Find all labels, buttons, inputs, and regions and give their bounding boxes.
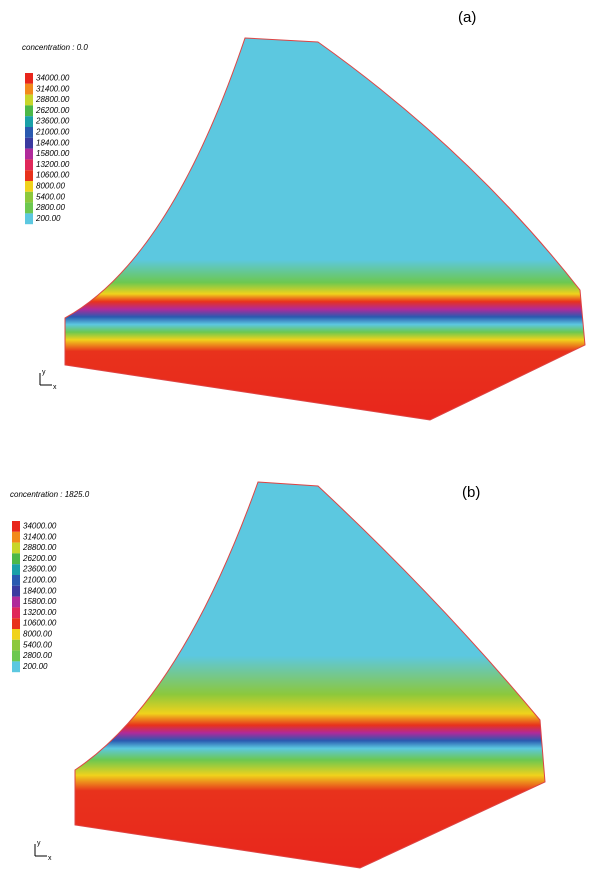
figure: y x y x (a)concentration : 0.034000.0031… (0, 0, 598, 888)
legend-label: 31400.00 (36, 84, 70, 93)
legend-label: 26200.00 (35, 106, 70, 115)
legend-label: 13200.00 (36, 160, 70, 169)
legend-swatch (12, 575, 20, 586)
legend-swatch (12, 607, 20, 618)
legend-swatch (25, 138, 33, 149)
legend-swatch (12, 629, 20, 640)
panel-label: (a) (458, 9, 476, 26)
legend-label: 200.00 (35, 214, 61, 223)
legend-label: 28800.00 (35, 95, 70, 104)
axis-label: y (37, 840, 41, 847)
legend-label: 31400.00 (23, 532, 57, 541)
legend-label: 13200.00 (23, 608, 57, 617)
legend-label: 21000.00 (35, 128, 70, 137)
legend-swatch (25, 95, 33, 106)
legend-swatch (25, 181, 33, 192)
legend-swatch (25, 149, 33, 160)
mesh-domain (75, 482, 545, 868)
legend-swatch (25, 84, 33, 95)
legend-swatch (12, 521, 20, 532)
panel-title: concentration : 1825.0 (10, 490, 90, 499)
legend-label: 8000.00 (36, 182, 65, 191)
panel-label: (b) (462, 484, 480, 501)
legend-swatch (12, 586, 20, 597)
legend-label: 5400.00 (36, 192, 65, 201)
legend-swatch (25, 203, 33, 214)
legend-label: 34000.00 (23, 522, 57, 531)
legend-swatch (25, 213, 33, 224)
legend-label: 2800.00 (35, 203, 65, 212)
legend-label: 23600.00 (35, 117, 70, 126)
legend-swatch (12, 640, 20, 651)
legend-label: 200.00 (22, 662, 48, 671)
panel-title: concentration : 0.0 (22, 43, 88, 52)
legend-swatch (25, 170, 33, 181)
axis-label: x (53, 384, 57, 391)
legend-label: 23600.00 (22, 565, 57, 574)
legend-swatch (25, 159, 33, 170)
legend-swatch (25, 116, 33, 127)
legend-swatch (25, 73, 33, 84)
legend-label: 18400.00 (23, 586, 57, 595)
legend-label: 8000.00 (23, 630, 52, 639)
legend-label: 26200.00 (22, 554, 57, 563)
legend-label: 10600.00 (36, 171, 70, 180)
legend-label: 10600.00 (23, 619, 57, 628)
legend-swatch (12, 651, 20, 662)
legend-swatch (25, 192, 33, 203)
legend-swatch (12, 564, 20, 575)
legend-label: 5400.00 (23, 640, 52, 649)
legend-swatch (25, 127, 33, 138)
legend-swatch (12, 597, 20, 608)
legend-swatch (12, 618, 20, 629)
legend-label: 15800.00 (36, 149, 70, 158)
legend-label: 18400.00 (36, 138, 70, 147)
legend-swatch (25, 105, 33, 116)
legend-label: 15800.00 (23, 597, 57, 606)
legend-swatch (12, 553, 20, 564)
legend-label: 28800.00 (22, 543, 57, 552)
legend-swatch (12, 661, 20, 672)
legend-label: 2800.00 (22, 651, 52, 660)
axis-label: x (48, 855, 52, 862)
legend-swatch (12, 543, 20, 554)
legend-label: 34000.00 (36, 74, 70, 83)
legend-label: 21000.00 (22, 576, 57, 585)
mesh-domain (65, 38, 585, 420)
legend-swatch (12, 532, 20, 543)
axis-label: y (42, 369, 46, 376)
